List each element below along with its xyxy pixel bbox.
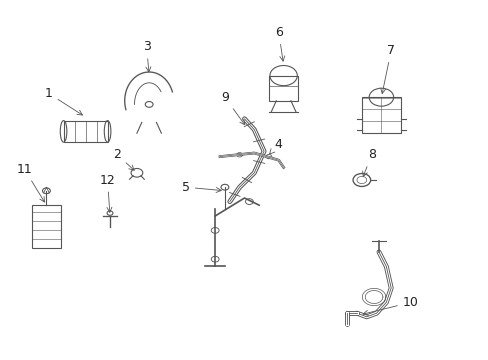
Text: 9: 9	[221, 91, 244, 125]
Bar	[268, 76, 298, 101]
Text: 5: 5	[182, 181, 221, 194]
Text: 3: 3	[142, 40, 151, 72]
Text: 10: 10	[362, 296, 418, 315]
Text: 8: 8	[362, 148, 375, 176]
Text: 2: 2	[113, 148, 134, 170]
Text: 7: 7	[380, 44, 394, 94]
Text: 6: 6	[274, 26, 284, 61]
Bar	[361, 97, 400, 133]
Bar	[63, 121, 107, 142]
Text: 4: 4	[269, 138, 282, 154]
Bar	[32, 205, 61, 248]
Text: 1: 1	[45, 87, 82, 115]
Text: 12: 12	[100, 174, 115, 212]
Text: 11: 11	[17, 163, 44, 202]
